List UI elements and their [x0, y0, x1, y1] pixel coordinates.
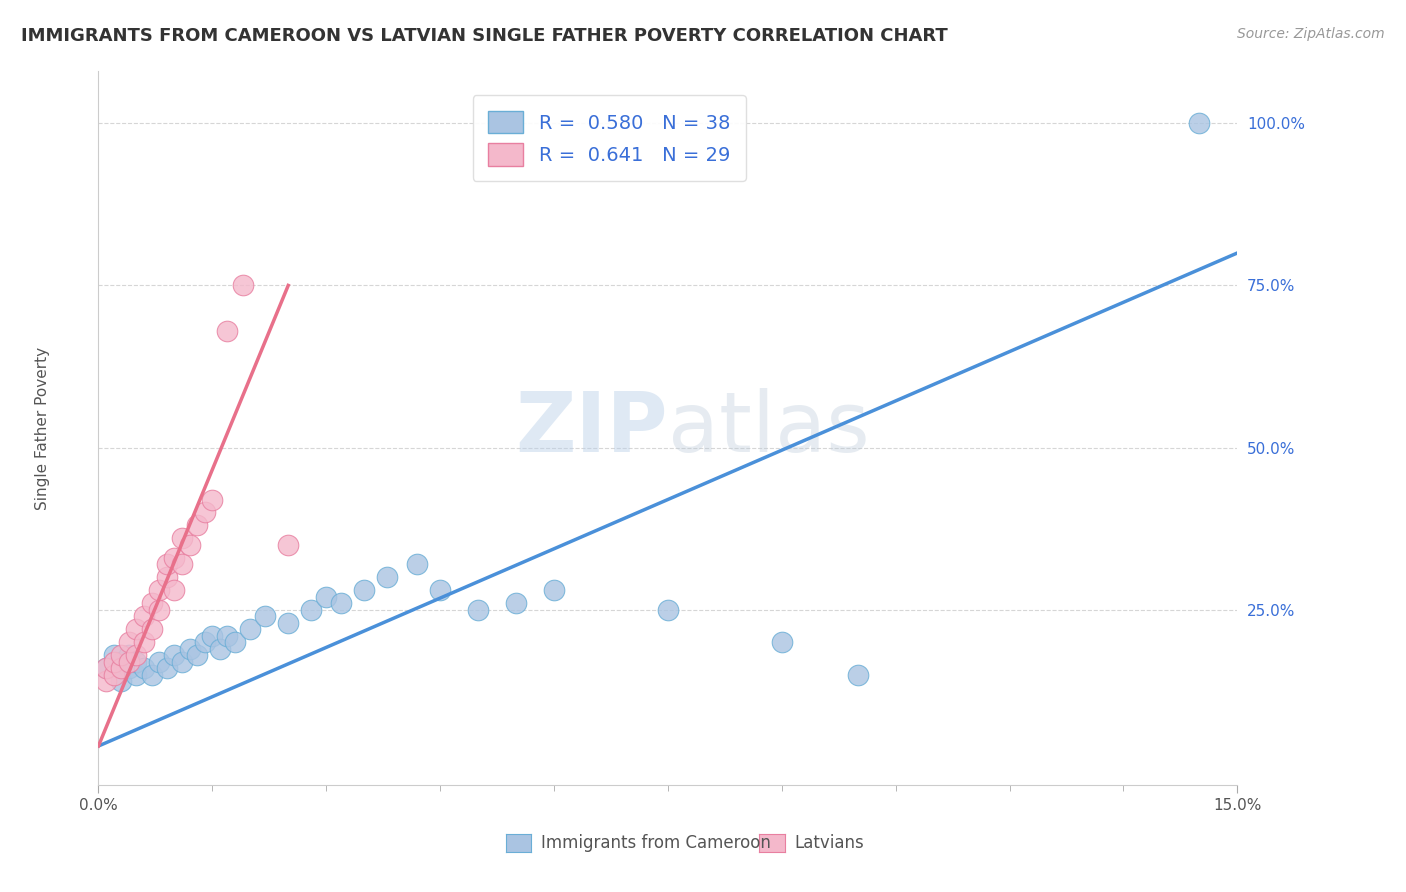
Point — [132, 609, 155, 624]
Point — [170, 655, 193, 669]
Point — [94, 674, 117, 689]
Y-axis label: Single Father Poverty: Single Father Poverty — [35, 347, 49, 509]
Point — [125, 667, 148, 681]
Point — [110, 661, 132, 675]
Point — [118, 635, 141, 649]
Point — [110, 674, 132, 689]
Text: atlas: atlas — [668, 388, 869, 468]
Point — [254, 609, 277, 624]
Point — [103, 667, 125, 681]
Point — [170, 558, 193, 572]
Point — [118, 661, 141, 675]
Legend: R =  0.580   N = 38, R =  0.641   N = 29: R = 0.580 N = 38, R = 0.641 N = 29 — [472, 95, 745, 181]
Point — [543, 583, 565, 598]
Point — [110, 655, 132, 669]
Point — [141, 622, 163, 636]
Point — [156, 661, 179, 675]
Point — [208, 641, 231, 656]
Point — [224, 635, 246, 649]
Point — [148, 655, 170, 669]
Point — [125, 622, 148, 636]
Text: Latvians: Latvians — [794, 834, 865, 852]
Point — [170, 532, 193, 546]
Point — [186, 648, 208, 663]
Point — [94, 661, 117, 675]
Point — [315, 590, 337, 604]
Point — [217, 324, 239, 338]
Point — [148, 603, 170, 617]
Text: ZIP: ZIP — [516, 388, 668, 468]
Point — [657, 603, 679, 617]
Point — [163, 648, 186, 663]
Point — [125, 655, 148, 669]
Point — [103, 648, 125, 663]
Point — [232, 278, 254, 293]
Point — [118, 655, 141, 669]
Point — [406, 558, 429, 572]
Point — [467, 603, 489, 617]
Point — [299, 603, 322, 617]
Point — [201, 629, 224, 643]
Point — [194, 506, 217, 520]
Point — [239, 622, 262, 636]
Point — [148, 583, 170, 598]
Point — [1188, 116, 1211, 130]
Point — [277, 615, 299, 630]
Text: IMMIGRANTS FROM CAMEROON VS LATVIAN SINGLE FATHER POVERTY CORRELATION CHART: IMMIGRANTS FROM CAMEROON VS LATVIAN SING… — [21, 27, 948, 45]
Point — [118, 648, 141, 663]
Point — [141, 596, 163, 610]
Point — [194, 635, 217, 649]
Point — [179, 641, 201, 656]
Point — [103, 655, 125, 669]
Point — [201, 492, 224, 507]
Point — [94, 661, 117, 675]
Point — [186, 518, 208, 533]
Point — [330, 596, 353, 610]
Point — [132, 635, 155, 649]
Point — [429, 583, 451, 598]
Point — [217, 629, 239, 643]
Point — [163, 550, 186, 565]
Point — [110, 648, 132, 663]
Text: Immigrants from Cameroon: Immigrants from Cameroon — [541, 834, 770, 852]
Point — [505, 596, 527, 610]
Point — [353, 583, 375, 598]
Point — [125, 648, 148, 663]
Point — [156, 570, 179, 584]
Point — [163, 583, 186, 598]
Point — [375, 570, 398, 584]
Point — [141, 667, 163, 681]
Point — [132, 661, 155, 675]
Text: Source: ZipAtlas.com: Source: ZipAtlas.com — [1237, 27, 1385, 41]
Point — [770, 635, 793, 649]
Point — [179, 538, 201, 552]
Point — [156, 558, 179, 572]
Point — [277, 538, 299, 552]
Point — [846, 667, 869, 681]
